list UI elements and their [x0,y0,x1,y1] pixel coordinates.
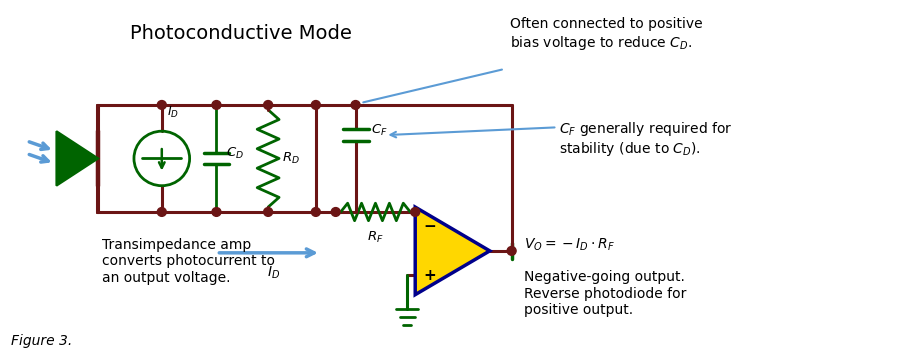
Circle shape [507,246,516,255]
Circle shape [410,208,419,216]
Circle shape [158,101,166,109]
Circle shape [264,208,273,216]
Text: $R_D$: $R_D$ [282,151,300,166]
Text: $C_F$ generally required for
stability (due to $C_D$).: $C_F$ generally required for stability (… [559,120,733,158]
Text: $C_F$: $C_F$ [372,123,388,138]
Circle shape [212,208,220,216]
Text: Negative-going output.
Reverse photodiode for
positive output.: Negative-going output. Reverse photodiod… [524,270,686,317]
Circle shape [158,208,166,216]
Text: $R_F$: $R_F$ [367,229,383,245]
Polygon shape [415,207,490,295]
Text: $I_D$: $I_D$ [166,104,179,120]
Circle shape [331,208,340,216]
Text: Figure 3.: Figure 3. [11,334,72,348]
Text: $C_D$: $C_D$ [227,146,244,161]
Text: $I_D$: $I_D$ [267,264,280,281]
Circle shape [311,101,320,109]
Circle shape [311,208,320,216]
Circle shape [351,101,360,109]
Polygon shape [57,131,98,186]
Text: Transimpedance amp
converts photocurrent to
an output voltage.: Transimpedance amp converts photocurrent… [103,238,275,285]
Text: Often connected to positive
bias voltage to reduce $C_D$.: Often connected to positive bias voltage… [509,17,702,52]
Circle shape [264,101,273,109]
Circle shape [212,101,220,109]
Text: −: − [423,219,436,234]
Text: $V_O = -I_D \cdot R_F$: $V_O = -I_D \cdot R_F$ [524,237,615,253]
Text: Photoconductive Mode: Photoconductive Mode [130,24,352,43]
Text: +: + [423,268,436,283]
